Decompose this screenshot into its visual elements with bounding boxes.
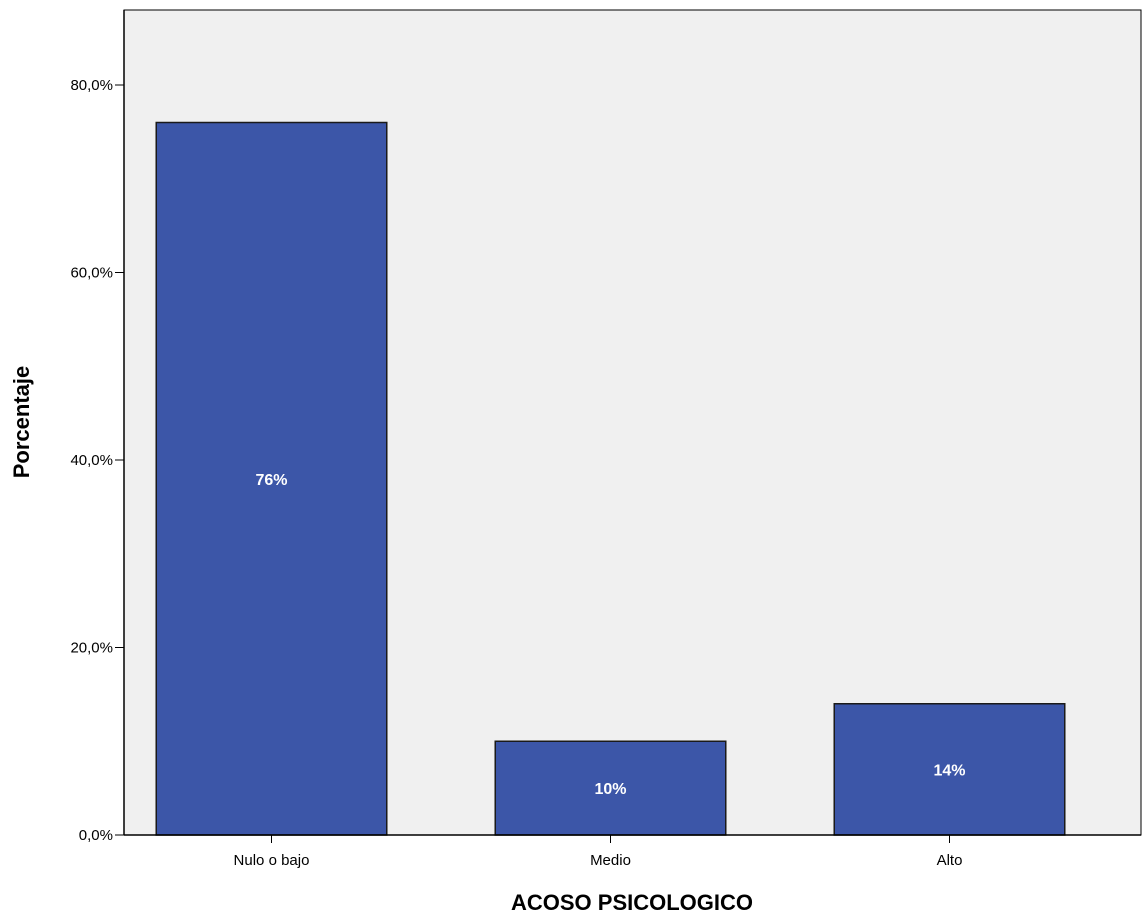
y-axis-ticks: 0,0% 20,0% 40,0% 60,0% 80,0% [70, 77, 124, 844]
x-category-label: Nulo o bajo [234, 852, 310, 869]
bar-data-label: 76% [255, 472, 287, 489]
bars-layer [155, 121, 1066, 836]
y-tick-label: 60,0% [70, 265, 113, 282]
bar [833, 703, 1066, 836]
x-category-label: Alto [937, 852, 963, 869]
y-tick-label: 40,0% [70, 452, 113, 469]
y-tick-label: 80,0% [70, 77, 113, 94]
bar [155, 121, 388, 836]
data-labels-layer: 76% 10% 14% [255, 472, 965, 798]
y-axis-title: Porcentaje [9, 366, 34, 479]
bar-data-label: 10% [594, 781, 626, 798]
y-tick-label: 20,0% [70, 640, 113, 657]
bar [494, 740, 727, 836]
x-axis-title: ACOSO PSICOLOGICO [511, 890, 753, 915]
x-category-label: Medio [590, 852, 631, 869]
y-tick-label: 0,0% [79, 827, 113, 844]
x-axis-category-labels: Nulo o bajo Medio Alto [234, 835, 963, 869]
bar-data-label: 14% [933, 762, 965, 779]
